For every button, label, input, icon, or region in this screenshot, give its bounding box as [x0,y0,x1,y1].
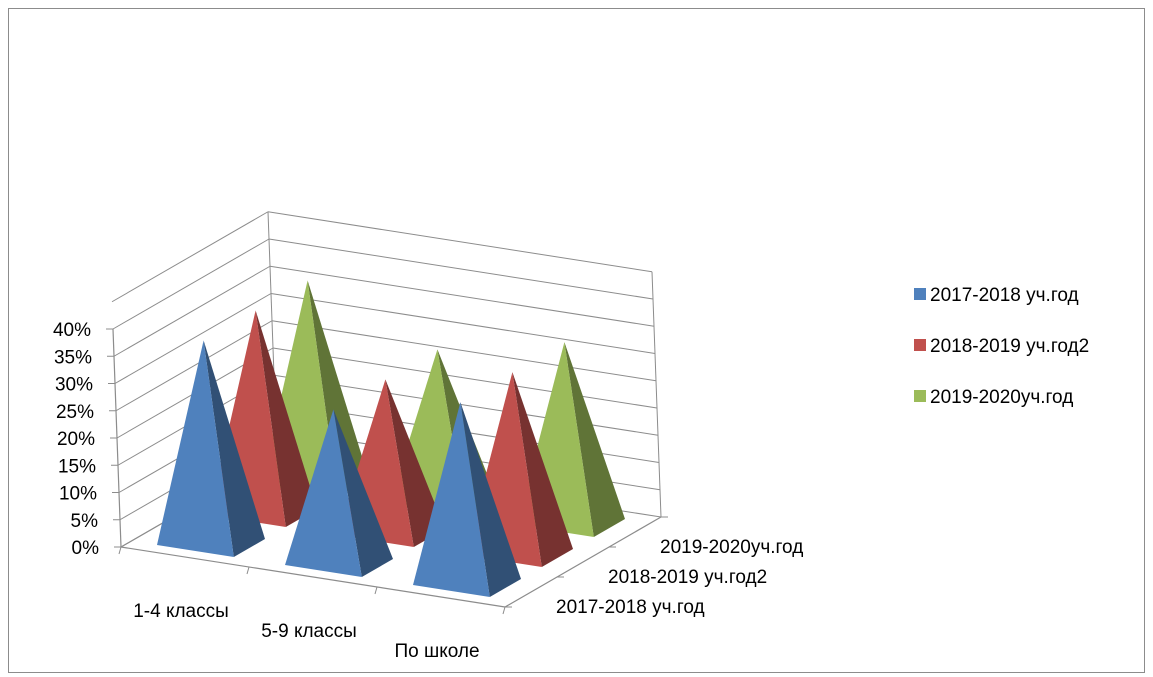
back-gridline [268,238,654,300]
depth-label: 2019-2020уч.год [660,537,803,558]
back-gridline [269,265,655,327]
side-gridline [112,238,270,330]
x-tick-mark [502,606,506,615]
legend-swatch [914,339,926,351]
y-tick-label: 35% [54,347,92,368]
tick-labels: 0% 5% 10% 15% 20% 25% 30% 35% 40% 1-4 классы 5-9 к… [53,320,803,662]
y-tick-label: 5% [71,511,99,532]
side-gridline [111,211,269,303]
pyramid-side-face [460,402,521,597]
legend-label: 2019-2020уч.год [930,387,1073,408]
side-gridline [113,265,271,357]
pyramid-front-face [413,402,490,597]
side-gridline [115,320,273,412]
pyramid-side-face [255,310,317,527]
y-tick-label: 0% [72,538,100,559]
category-label: По школе [394,641,479,662]
depth-label: 2017-2018 уч.год [556,597,705,618]
wall-edge [651,271,662,518]
legend-label: 2018-2019 уч.год2 [930,336,1089,357]
back-gridline [270,293,656,354]
pyramid-side-face [333,409,393,577]
depth-label: 2018-2019 уч.год2 [608,567,767,588]
legend-swatch [914,390,926,402]
legend: 2017-2018 уч.год 2018-2019 уч.год2 2019-20… [914,285,1089,408]
y-tick-label: 25% [56,402,94,423]
x-tick-mark [118,546,122,555]
pyramid-front-face [157,340,234,557]
y-tick-label: 10% [59,484,97,505]
x-tick-mark [246,566,250,575]
back-gridline [272,347,658,409]
x-axis [120,546,506,608]
pyramid-side-face [512,372,573,567]
pyramids [157,280,625,597]
x-tick-mark [374,586,378,595]
depth-axis [504,516,662,608]
y-tick-label: 40% [53,320,91,341]
pyramid-side-face [385,379,445,547]
pyramid-side-face [307,280,369,497]
back-gridline [271,320,657,382]
side-gridline [114,293,272,384]
pyramid-side-face [203,340,265,557]
y-tick-label: 30% [55,375,93,396]
y-tick-label: 15% [58,456,96,477]
y-tick-label: 20% [57,429,95,450]
legend-swatch [914,288,926,300]
chart-frame [8,8,1145,673]
back-gridline [267,211,653,273]
legend-label: 2017-2018 уч.год [930,285,1079,306]
pyramid-front-face [285,409,362,577]
category-label: 5-9 классы [261,621,357,642]
category-label: 1-4 классы [133,601,229,622]
pyramid-side-face [564,342,625,537]
